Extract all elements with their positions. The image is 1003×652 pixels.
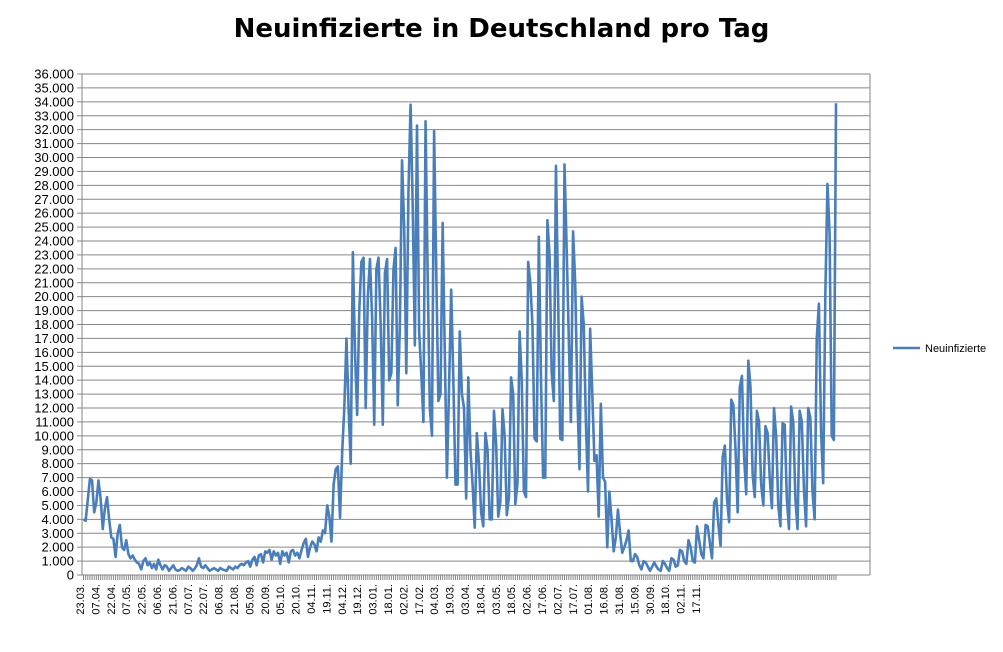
xtick-label: 07.07.	[183, 584, 195, 615]
xtick-label: 18.10.	[660, 584, 672, 615]
ytick-label: 24.000	[34, 234, 74, 249]
xtick-label: 04.12.	[337, 584, 349, 615]
xtick-label: 22.07.	[198, 584, 210, 615]
legend-label: Neuinfizierte	[925, 343, 986, 355]
xtick-label: 15.09.	[629, 584, 641, 615]
ytick-label: 17.000	[34, 331, 74, 346]
xtick-label: 01.08.	[583, 584, 595, 615]
ytick-label: 7.000	[41, 470, 74, 485]
ytick-label: 22.000	[34, 261, 74, 276]
ytick-label: 9.000	[41, 442, 74, 457]
ytick-label: 4.000	[41, 512, 74, 527]
xtick-label: 02.06.	[522, 584, 534, 615]
ytick-label: 29.000	[34, 164, 74, 179]
ytick-label: 11.000	[35, 414, 74, 429]
ytick-label: 1.000	[41, 554, 74, 569]
ytick-label: 25.000	[34, 220, 74, 235]
xtick-label: 02.02.	[398, 584, 410, 615]
ytick-label: 13.000	[34, 387, 74, 402]
xtick-label: 05.09.	[244, 584, 256, 615]
ytick-label: 12.000	[34, 401, 74, 416]
xtick-label: 18.01.	[383, 584, 395, 615]
xtick-label: 05.10.	[275, 584, 287, 615]
ytick-label: 15.000	[34, 359, 74, 374]
xtick-label: 17.02.	[414, 584, 426, 615]
xtick-label: 20.10.	[291, 584, 303, 615]
xtick-label: 19.03.	[445, 584, 457, 615]
ytick-label: 27.000	[34, 192, 74, 207]
ytick-label: 31.000	[34, 136, 74, 151]
xtick-label: 22.04.	[106, 584, 118, 615]
xtick-label: 02.07.	[552, 584, 564, 615]
ytick-label: 34.000	[34, 94, 74, 109]
x-axis-ticks: 23.03. 07.04. 22.04. 07.05. 22.05. 06.06. 21.0…	[75, 575, 837, 615]
xtick-label: 03.01.	[368, 584, 380, 615]
xtick-label: 16.08.	[599, 584, 611, 615]
ytick-label: 23.000	[34, 247, 74, 262]
xtick-label: 20.09.	[260, 584, 272, 615]
series-layer	[82, 103, 838, 573]
ytick-label: 26.000	[34, 206, 74, 221]
ytick-label: 32.000	[34, 122, 74, 137]
xtick-label: 06.08.	[214, 584, 226, 615]
xtick-label: 17.06.	[537, 584, 549, 615]
ytick-label: 35.000	[34, 80, 74, 95]
xtick-label: 04.03.	[429, 584, 441, 615]
ytick-label: 10.000	[34, 428, 74, 443]
xtick-label: 03.04.	[460, 584, 472, 615]
xtick-label: 31.08.	[614, 584, 626, 615]
xtick-label: 06.06.	[152, 584, 164, 615]
xtick-label: 04.11.	[306, 584, 318, 614]
xtick-label: 17.07.	[568, 584, 580, 615]
xtick-label: 07.05.	[121, 584, 133, 615]
ytick-label: 6.000	[41, 484, 74, 499]
xtick-label: 18.05.	[506, 584, 518, 615]
xtick-label: 19.12.	[352, 584, 364, 615]
ytick-label: 8.000	[41, 456, 74, 471]
xtick-label: 23.03.	[75, 584, 87, 615]
xtick-label: 21.08.	[229, 584, 241, 615]
ytick-label: 30.000	[34, 150, 74, 165]
series-line-neuinfizierte	[82, 103, 838, 573]
xtick-label: 07.04.	[90, 584, 102, 615]
ytick-label: 19.000	[34, 303, 74, 318]
xtick-label: 19.11.	[321, 584, 333, 614]
xtick-label: 21.06.	[167, 584, 179, 615]
y-axis-ticks: 01.0002.0003.0004.0005.0006.0007.0008.00…	[34, 67, 82, 583]
ytick-label: 2.000	[41, 540, 74, 555]
xtick-label: 30.09.	[645, 584, 657, 615]
ytick-label: 36.000	[34, 67, 74, 82]
ytick-label: 20.000	[34, 289, 74, 304]
xtick-label: 02.11.	[676, 584, 688, 614]
ytick-label: 18.000	[34, 317, 74, 332]
ytick-label: 33.000	[34, 108, 74, 123]
ytick-label: 16.000	[34, 345, 74, 360]
ytick-label: 28.000	[34, 178, 74, 193]
xtick-label: 22.05.	[137, 584, 149, 615]
xtick-label: 17.11.	[691, 584, 703, 614]
ytick-label: 3.000	[41, 526, 74, 541]
ytick-label: 14.000	[34, 373, 74, 388]
ytick-label: 0	[67, 568, 74, 583]
xtick-label: 03.05.	[491, 584, 503, 615]
chart-title: Neuinfizierte in Deutschland pro Tag	[233, 14, 770, 44]
legend: Neuinfizierte	[893, 343, 986, 355]
xtick-label: 18.04.	[475, 584, 487, 615]
ytick-label: 21.000	[34, 275, 74, 290]
ytick-label: 5.000	[41, 498, 74, 513]
